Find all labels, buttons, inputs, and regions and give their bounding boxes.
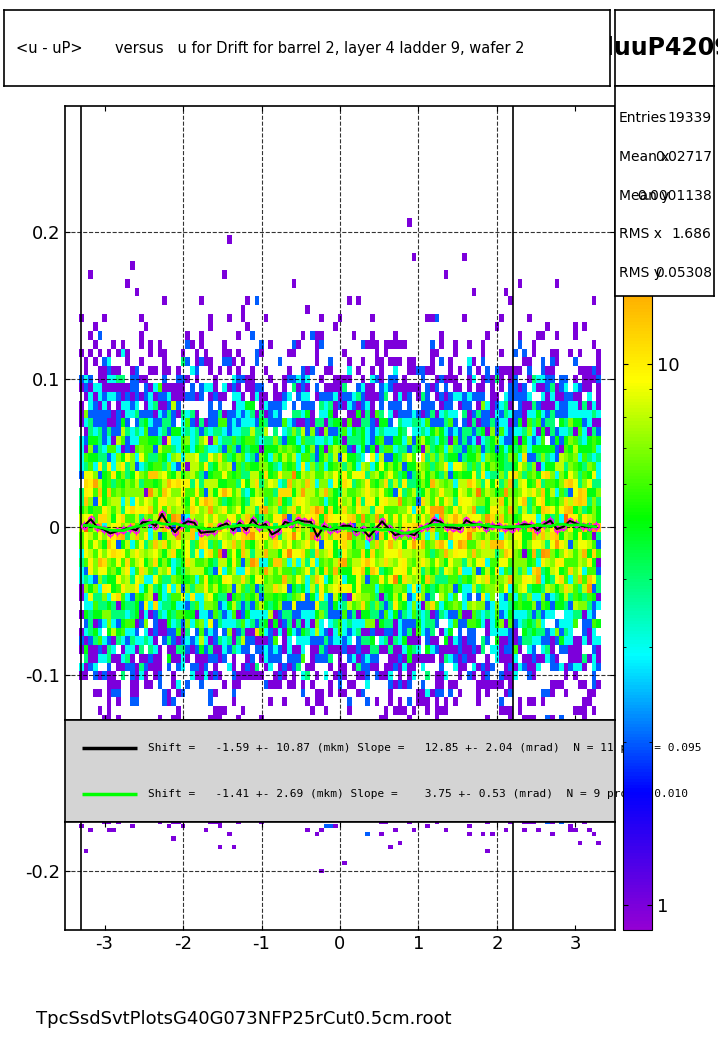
Text: <u - uP>       versus   u for Drift for barrel 2, layer 4 ladder 9, wafer 2: <u - uP> versus u for Drift for barrel 2…: [16, 40, 524, 56]
Text: Mean x: Mean x: [619, 150, 669, 164]
Text: 1.686: 1.686: [672, 227, 712, 242]
Text: 0.02717: 0.02717: [655, 150, 712, 164]
Text: Shift =   -1.41 +- 2.69 (mkm) Slope =    3.75 +- 0.53 (mrad)  N = 9 prob = 0.010: Shift = -1.41 +- 2.69 (mkm) Slope = 3.75…: [148, 788, 688, 798]
Text: 0.0001138: 0.0001138: [637, 189, 712, 202]
Text: RMS y: RMS y: [619, 267, 661, 280]
Text: Mean y: Mean y: [619, 189, 669, 202]
Text: RMS x: RMS x: [619, 227, 661, 242]
Text: duuP4209: duuP4209: [597, 36, 718, 60]
Text: Shift =   -1.59 +- 10.87 (mkm) Slope =   12.85 +- 2.04 (mrad)  N = 11 prob = 0.0: Shift = -1.59 +- 10.87 (mkm) Slope = 12.…: [148, 744, 701, 754]
Text: 0.05308: 0.05308: [655, 267, 712, 280]
Text: Entries: Entries: [619, 111, 667, 125]
Text: TpcSsdSvtPlotsG40G073NFP25rCut0.5cm.root: TpcSsdSvtPlotsG40G073NFP25rCut0.5cm.root: [36, 1009, 452, 1028]
Text: 19339: 19339: [668, 111, 712, 125]
